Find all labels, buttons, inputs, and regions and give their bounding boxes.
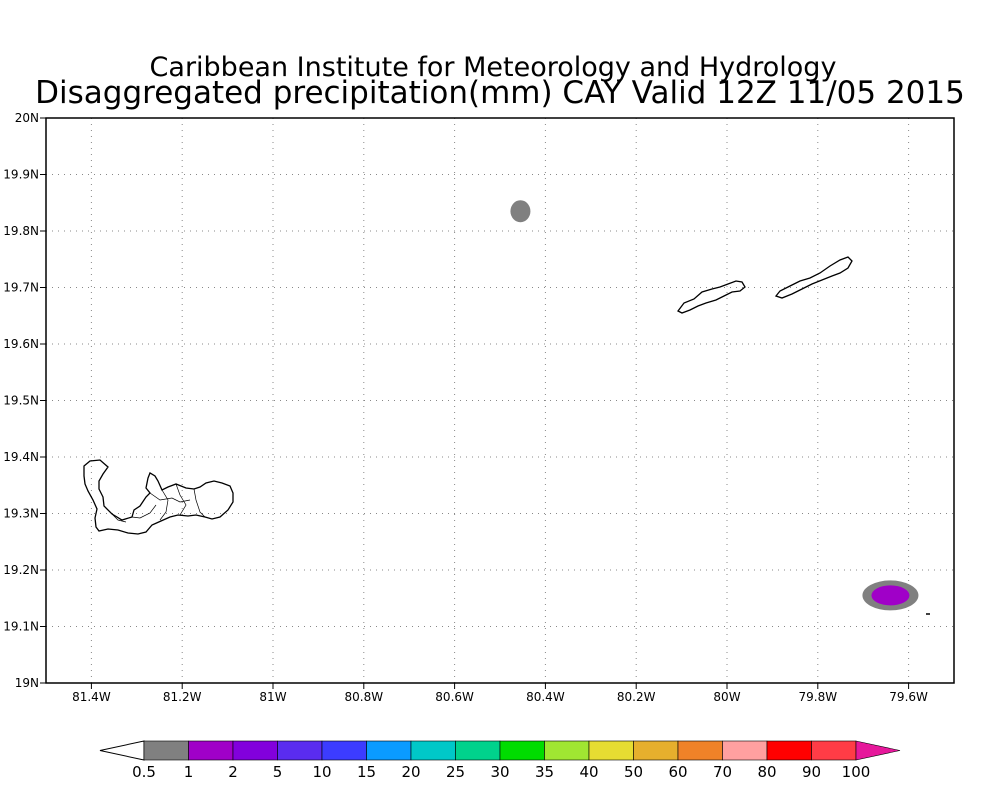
- colorbar-min-arrow: [99, 740, 145, 761]
- map-frame: [45, 117, 955, 684]
- y-axis-ticks: 20N 19.9N 19.8N 19.7N 19.6N 19.5N 19.4N 19.3N 19…: [3, 111, 46, 690]
- colorbar-segment: [588, 740, 634, 761]
- colorbar-label: 10: [312, 763, 331, 781]
- y-tick-label: 19.2N: [3, 563, 39, 577]
- little-cayman-outline: [677, 280, 746, 314]
- precipitation-cells: [510, 200, 919, 611]
- y-tick-label: 19.8N: [3, 224, 39, 238]
- y-tick-label: 20N: [15, 111, 39, 125]
- cell-southeast-inner: [871, 585, 910, 606]
- colorbar-max-arrow: [855, 740, 901, 761]
- x-tick-label: 80.6W: [435, 690, 474, 704]
- colorbar-label: 70: [713, 763, 732, 781]
- colorbar-label: 80: [757, 763, 776, 781]
- colorbar: 0.5 1 2 5 10 15 20 25 30 35 40 50 60 70 80 90 100: [99, 740, 901, 781]
- title-line-2: Disaggregated precipitation(mm) CAY Vali…: [35, 75, 965, 111]
- x-tick-label: 79.6W: [889, 690, 928, 704]
- title-line-1: Caribbean Institute for Meteorology and …: [150, 52, 837, 83]
- x-tick-label: 79.8W: [799, 690, 838, 704]
- colorbar-label: 1: [184, 763, 194, 781]
- cell-north: [510, 200, 531, 223]
- grand-cayman-inner-lines: [111, 483, 206, 523]
- colorbar-label: 15: [357, 763, 376, 781]
- y-tick-label: 19.6N: [3, 337, 39, 351]
- cayman-brac-outline: [774, 256, 853, 299]
- colorbar-segment: [321, 740, 367, 761]
- colorbar-segment: [188, 740, 234, 761]
- colorbar-label: 60: [668, 763, 687, 781]
- y-tick-label: 19.7N: [3, 281, 39, 295]
- colorbar-segment: [455, 740, 501, 761]
- colorbar-segment: [410, 740, 456, 761]
- x-tick-label: 80.4W: [526, 690, 565, 704]
- colorbar-segment: [811, 740, 857, 761]
- colorbar-segment: [677, 740, 723, 761]
- x-axis-ticks: 81.4W 81.2W 81W 80.8W 80.6W 80.4W 80.2W 80W 79.8…: [72, 683, 928, 704]
- colorbar-segment: [544, 740, 590, 761]
- colorbar-label: 5: [273, 763, 283, 781]
- colorbar-label: 40: [579, 763, 598, 781]
- x-tick-label: 81.2W: [163, 690, 202, 704]
- colorbar-segment: [499, 740, 545, 761]
- colorbar-label: 25: [446, 763, 465, 781]
- colorbar-segment: [633, 740, 679, 761]
- colorbar-label: 30: [490, 763, 509, 781]
- grid-lines: [46, 118, 954, 683]
- x-tick-label: 80.2W: [617, 690, 656, 704]
- x-tick-label: 80.8W: [345, 690, 384, 704]
- x-tick-label: 81W: [259, 690, 286, 704]
- colorbar-segment: [766, 740, 812, 761]
- y-tick-label: 19.4N: [3, 450, 39, 464]
- colorbar-segment: [277, 740, 323, 761]
- colorbar-label: 35: [535, 763, 554, 781]
- colorbar-label: 100: [842, 763, 871, 781]
- colorbar-label: 90: [802, 763, 821, 781]
- colorbar-segment: [232, 740, 278, 761]
- grand-cayman-outline: [83, 459, 234, 535]
- x-tick-label: 81.4W: [72, 690, 111, 704]
- y-tick-label: 19.3N: [3, 507, 39, 521]
- x-tick-label: 80W: [713, 690, 740, 704]
- colorbar-label: 20: [401, 763, 420, 781]
- colorbar-label: 50: [624, 763, 643, 781]
- colorbar-segment: [722, 740, 768, 761]
- land-outlines: [83, 256, 930, 615]
- colorbar-label: 2: [228, 763, 238, 781]
- y-tick-label: 19.1N: [3, 620, 39, 634]
- colorbar-segment: [366, 740, 412, 761]
- colorbar-segment: [143, 740, 189, 761]
- y-tick-label: 19N: [15, 676, 39, 690]
- colorbar-label: 0.5: [132, 763, 156, 781]
- y-tick-label: 19.5N: [3, 394, 39, 408]
- y-tick-label: 19.9N: [3, 168, 39, 182]
